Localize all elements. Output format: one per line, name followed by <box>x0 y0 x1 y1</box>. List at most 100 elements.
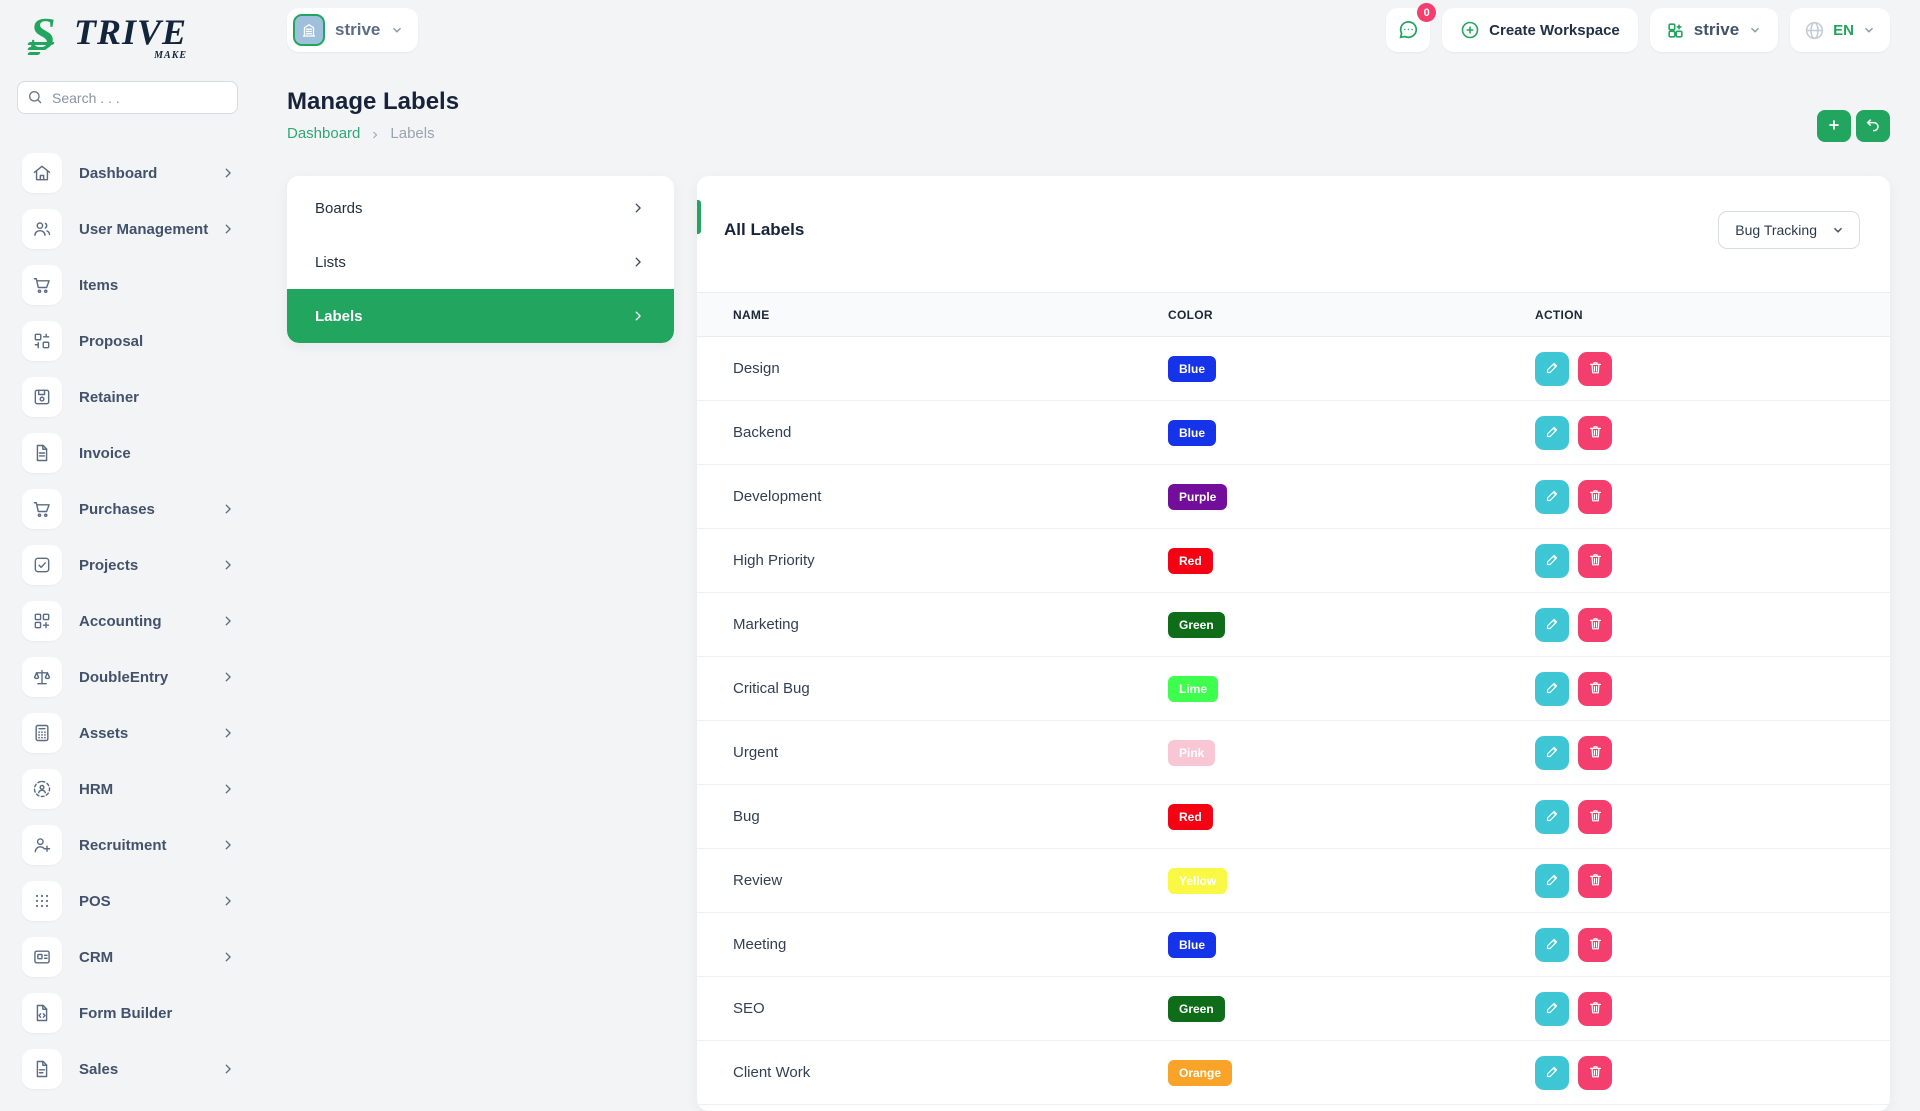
color-badge: Purple <box>1168 484 1227 510</box>
chevron-right-icon <box>631 201 645 215</box>
chevron-right-icon <box>221 502 235 516</box>
person-plus-icon <box>22 825 62 865</box>
edit-label-button[interactable] <box>1535 928 1569 962</box>
org-switcher[interactable]: strive <box>1650 8 1778 52</box>
row-actions <box>1535 928 1890 962</box>
pencil-icon <box>1545 808 1560 826</box>
label-row-high-priority: High PriorityRed <box>697 529 1890 593</box>
qr-icon <box>22 321 62 361</box>
sidebar-item-user-management[interactable]: User Management <box>22 209 235 249</box>
sidebar-item-assets[interactable]: Assets <box>22 713 235 753</box>
label-row-marketing: MarketingGreen <box>697 593 1890 657</box>
delete-label-button[interactable] <box>1578 480 1612 514</box>
label-row-review: ReviewYellow <box>697 849 1890 913</box>
panel-title: All Labels <box>724 220 804 240</box>
delete-label-button[interactable] <box>1578 672 1612 706</box>
back-button[interactable] <box>1856 110 1890 142</box>
sidebar-item-hrm[interactable]: HRM <box>22 769 235 809</box>
sidebar-item-form-builder[interactable]: Form Builder <box>22 993 235 1033</box>
search-icon <box>27 89 43 105</box>
create-workspace-button[interactable]: Create Workspace <box>1442 8 1638 52</box>
logo-speed-lines-icon <box>28 42 54 57</box>
row-actions <box>1535 544 1890 578</box>
edit-label-button[interactable] <box>1535 736 1569 770</box>
edit-label-button[interactable] <box>1535 544 1569 578</box>
globe-icon <box>1804 20 1825 41</box>
sidebar-item-purchases[interactable]: Purchases <box>22 489 235 529</box>
sidebar-item-retainer[interactable]: Retainer <box>22 377 235 417</box>
breadcrumb-dashboard-link[interactable]: Dashboard <box>287 125 360 142</box>
sidebar-item-sales[interactable]: Sales <box>22 1049 235 1089</box>
column-header-action: ACTION <box>1535 308 1890 322</box>
sidebar-item-label: CRM <box>79 949 221 966</box>
edit-label-button[interactable] <box>1535 416 1569 450</box>
edit-label-button[interactable] <box>1535 480 1569 514</box>
plus-icon <box>1826 117 1842 136</box>
trash-icon <box>1588 1000 1603 1018</box>
logo-subtext: MAKE <box>154 50 187 61</box>
labels-table-body: DesignBlueBackendBlueDevelopmentPurpleHi… <box>697 337 1890 1105</box>
submenu-item-label: Boards <box>315 200 363 217</box>
sidebar-item-pos[interactable]: POS <box>22 881 235 921</box>
trash-icon <box>1588 808 1603 826</box>
label-row-meeting: MeetingBlue <box>697 913 1890 977</box>
color-badge: Green <box>1168 996 1225 1022</box>
workspace-switcher[interactable]: strive <box>287 8 418 52</box>
edit-label-button[interactable] <box>1535 672 1569 706</box>
submenu-item-labels[interactable]: Labels <box>287 289 674 343</box>
delete-label-button[interactable] <box>1578 352 1612 386</box>
submenu-item-lists[interactable]: Lists <box>287 235 674 289</box>
delete-label-button[interactable] <box>1578 928 1612 962</box>
workspace-avatar <box>293 14 325 46</box>
trash-icon <box>1588 552 1603 570</box>
edit-label-button[interactable] <box>1535 864 1569 898</box>
label-row-design: DesignBlue <box>697 337 1890 401</box>
messages-button[interactable]: 0 <box>1386 8 1430 52</box>
edit-label-button[interactable] <box>1535 352 1569 386</box>
delete-label-button[interactable] <box>1578 992 1612 1026</box>
delete-label-button[interactable] <box>1578 800 1612 834</box>
sidebar-item-recruitment[interactable]: Recruitment <box>22 825 235 865</box>
trash-icon <box>1588 1064 1603 1082</box>
delete-label-button[interactable] <box>1578 416 1612 450</box>
edit-label-button[interactable] <box>1535 1056 1569 1090</box>
sidebar-item-proposal[interactable]: Proposal <box>22 321 235 361</box>
search-input[interactable] <box>17 81 238 114</box>
delete-label-button[interactable] <box>1578 544 1612 578</box>
chevron-right-icon <box>221 726 235 740</box>
label-row-backend: BackendBlue <box>697 401 1890 465</box>
language-selector[interactable]: EN <box>1790 8 1890 52</box>
board-filter-value: Bug Tracking <box>1735 222 1817 238</box>
label-row-client-work: Client WorkOrange <box>697 1041 1890 1105</box>
delete-label-button[interactable] <box>1578 608 1612 642</box>
file-code-icon <box>22 993 62 1033</box>
sidebar-item-crm[interactable]: CRM <box>22 937 235 977</box>
row-actions <box>1535 736 1890 770</box>
label-name: Critical Bug <box>733 680 1168 697</box>
grid-dots-icon <box>22 881 62 921</box>
delete-label-button[interactable] <box>1578 1056 1612 1090</box>
sidebar-item-dashboard[interactable]: Dashboard <box>22 153 235 193</box>
edit-label-button[interactable] <box>1535 992 1569 1026</box>
sidebar-item-label: Assets <box>79 725 221 742</box>
color-badge: Red <box>1168 548 1213 574</box>
sidebar-item-accounting[interactable]: Accounting <box>22 601 235 641</box>
submenu-item-label: Labels <box>315 308 363 325</box>
delete-label-button[interactable] <box>1578 864 1612 898</box>
delete-label-button[interactable] <box>1578 736 1612 770</box>
sidebar-item-items[interactable]: Items <box>22 265 235 305</box>
edit-label-button[interactable] <box>1535 800 1569 834</box>
sidebar-item-doubleentry[interactable]: DoubleEntry <box>22 657 235 697</box>
sidebar-item-invoice[interactable]: Invoice <box>22 433 235 473</box>
board-filter-select[interactable]: Bug Tracking <box>1718 211 1860 249</box>
add-label-button[interactable] <box>1817 110 1851 142</box>
check-square-icon <box>22 545 62 585</box>
trash-icon <box>1588 744 1603 762</box>
users-icon <box>22 209 62 249</box>
file-text-icon <box>22 1049 62 1089</box>
chat-bubble-icon <box>1397 19 1419 41</box>
chevron-right-icon <box>631 309 645 323</box>
edit-label-button[interactable] <box>1535 608 1569 642</box>
submenu-item-boards[interactable]: Boards <box>287 181 674 235</box>
sidebar-item-projects[interactable]: Projects <box>22 545 235 585</box>
